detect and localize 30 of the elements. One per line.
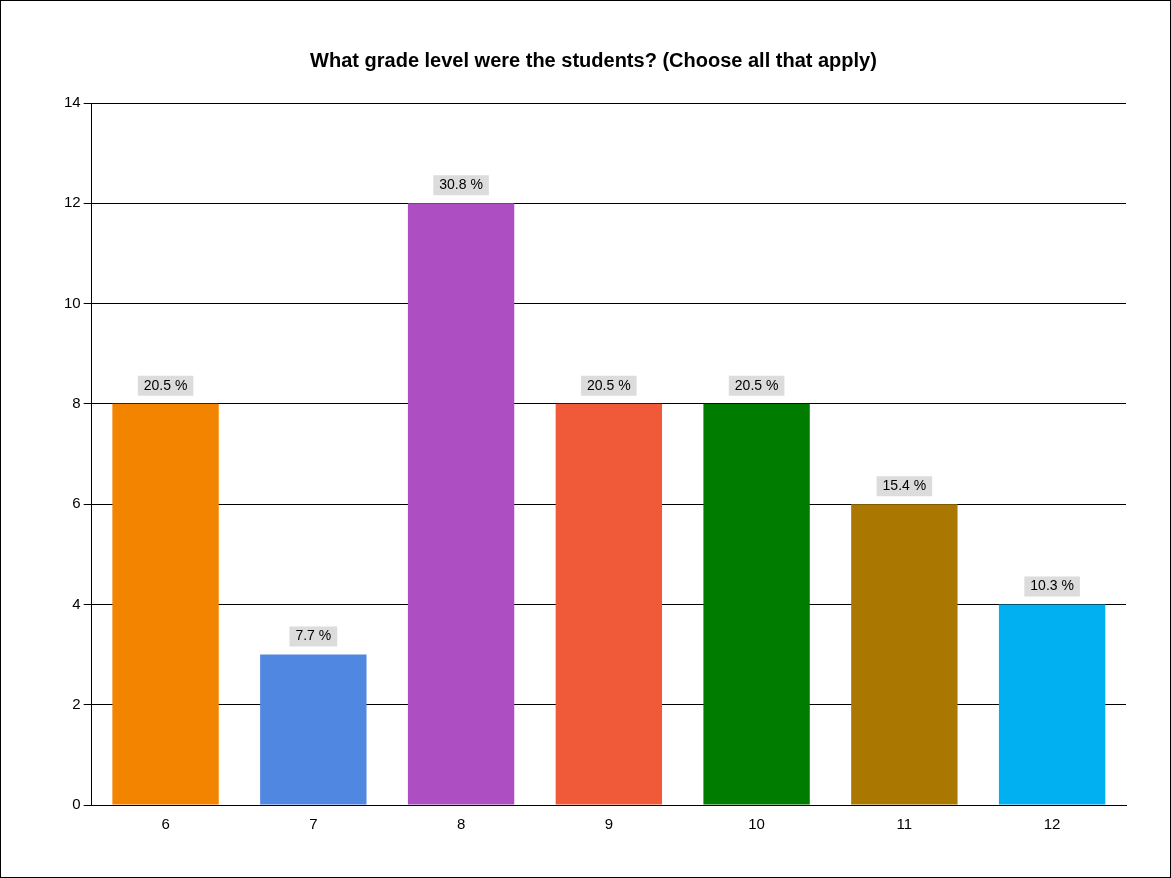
chart-title: What grade level were the students? (Choose all that apply) <box>310 48 877 71</box>
x-tick-label: 12 <box>1043 815 1061 833</box>
y-tick-label: 14 <box>64 93 81 111</box>
bar <box>112 403 219 805</box>
bar <box>703 403 810 805</box>
y-tick-label: 10 <box>64 293 81 311</box>
y-tick-label: 4 <box>72 594 81 612</box>
bar <box>260 654 367 805</box>
y-tick-label: 6 <box>72 494 81 512</box>
x-tick-label: 9 <box>604 815 614 833</box>
annotation: 20.5 % <box>143 376 188 393</box>
annotation: 7.7 % <box>295 627 332 644</box>
bar <box>555 403 663 805</box>
bar <box>851 504 958 805</box>
y-tick-label: 12 <box>64 193 81 211</box>
x-tick-label: 10 <box>748 815 765 833</box>
y-tick-label: 2 <box>72 694 81 712</box>
annotation: 20.5 % <box>734 376 779 393</box>
bar <box>407 203 515 805</box>
x-tick-label: 11 <box>896 815 913 833</box>
annotation: 30.8 % <box>439 176 483 193</box>
x-tick-label: 6 <box>161 815 170 833</box>
bar <box>998 604 1106 805</box>
x-tick-label: 7 <box>309 815 318 833</box>
annotation: 20.5 % <box>587 376 631 393</box>
y-tick-label: 8 <box>72 394 81 411</box>
y-tick-label: 0 <box>72 795 81 813</box>
annotation: 10.3 % <box>1030 577 1074 594</box>
annotation: 15.4 % <box>882 477 927 493</box>
x-tick-label: 8 <box>456 815 466 833</box>
